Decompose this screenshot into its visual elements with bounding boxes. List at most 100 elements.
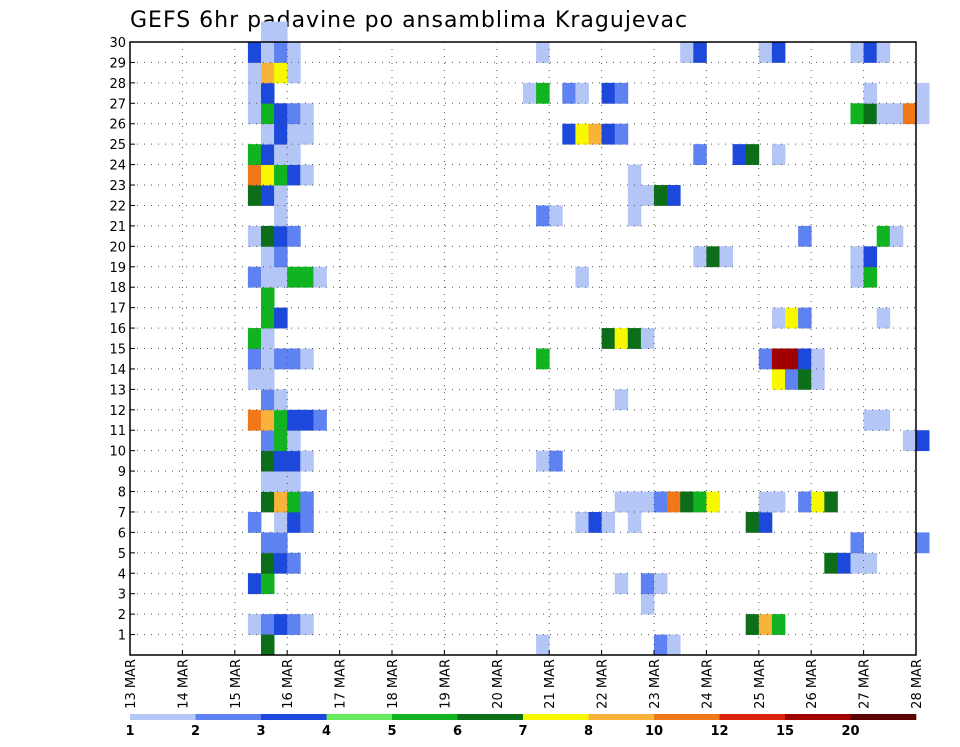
heatmap-cell bbox=[274, 21, 288, 43]
heatmap-cell bbox=[247, 348, 262, 370]
heatmap-cell bbox=[274, 307, 288, 329]
heatmap-cell bbox=[811, 491, 825, 513]
heatmap-cell bbox=[274, 409, 288, 431]
y-tick-label: 18 bbox=[109, 281, 126, 296]
colorbar-segment bbox=[392, 714, 458, 720]
heatmap-cell bbox=[247, 103, 262, 125]
colorbar-segment bbox=[195, 714, 262, 720]
heatmap-cell bbox=[287, 62, 301, 84]
heatmap-cell bbox=[300, 348, 314, 370]
y-tick-label: 13 bbox=[109, 383, 126, 398]
heatmap-cell bbox=[640, 573, 655, 595]
heatmap-cell bbox=[261, 42, 275, 63]
heatmap-cell bbox=[287, 103, 301, 125]
x-tick-label: 22 MAR bbox=[596, 659, 611, 709]
heatmap-cell bbox=[274, 62, 288, 84]
heatmap-cell bbox=[261, 368, 275, 390]
heatmap-cell bbox=[745, 614, 760, 635]
heatmap-cell bbox=[261, 573, 275, 595]
x-tick-label: 25 MAR bbox=[753, 659, 768, 709]
heatmap-cell bbox=[627, 511, 642, 533]
heatmap-cell bbox=[902, 103, 917, 125]
heatmap-cell bbox=[536, 348, 550, 370]
heatmap-cell bbox=[274, 205, 288, 227]
heatmap-cell bbox=[771, 42, 786, 63]
cells-layer bbox=[247, 21, 930, 656]
heatmap-cell bbox=[261, 144, 275, 165]
heatmap-cell bbox=[654, 185, 668, 206]
heatmap-cell bbox=[916, 103, 930, 125]
heatmap-cell bbox=[785, 368, 799, 390]
heatmap-cell bbox=[274, 123, 288, 145]
heatmap-cell bbox=[287, 164, 301, 186]
heatmap-cell bbox=[247, 225, 262, 247]
heatmap-cell bbox=[680, 42, 694, 63]
heatmap-cell bbox=[811, 368, 825, 390]
heatmap-cell bbox=[706, 491, 720, 513]
heatmap-cell bbox=[287, 471, 301, 492]
heatmap-cell bbox=[627, 164, 642, 186]
heatmap-cell bbox=[601, 82, 616, 104]
heatmap-cell bbox=[798, 307, 812, 329]
heatmap-cell bbox=[693, 42, 707, 63]
heatmap-cell bbox=[274, 450, 288, 472]
heatmap-cell bbox=[274, 144, 288, 165]
heatmap-cell bbox=[627, 185, 642, 206]
heatmap-cell bbox=[916, 532, 930, 554]
heatmap-cell bbox=[837, 552, 851, 574]
x-tick-label: 16 MAR bbox=[281, 659, 296, 709]
y-tick-label: 26 bbox=[109, 118, 126, 133]
heatmap-cell bbox=[850, 266, 864, 288]
heatmap-cell bbox=[614, 491, 629, 513]
heatmap-cell bbox=[614, 573, 629, 595]
heatmap-cell bbox=[863, 552, 878, 574]
heatmap-cell bbox=[536, 450, 550, 472]
y-tick-label: 2 bbox=[118, 608, 126, 623]
grid-layer bbox=[130, 42, 916, 655]
heatmap-cell bbox=[745, 511, 760, 533]
heatmap-cell bbox=[824, 552, 838, 574]
heatmap-cell bbox=[261, 348, 275, 370]
heatmap-cell bbox=[287, 42, 301, 63]
heatmap-cell bbox=[889, 103, 904, 125]
heatmap-cell bbox=[261, 430, 275, 452]
heatmap-cell bbox=[261, 103, 275, 125]
heatmap-cell bbox=[732, 144, 747, 165]
x-tick-label: 26 MAR bbox=[805, 659, 820, 709]
colorbar-label: 1 bbox=[125, 724, 134, 739]
heatmap-cell bbox=[824, 491, 838, 513]
x-tick-label: 20 MAR bbox=[491, 659, 506, 709]
heatmap-cell bbox=[654, 491, 668, 513]
heatmap-cell bbox=[876, 103, 891, 125]
heatmap-cell bbox=[274, 491, 288, 513]
heatmap-cell bbox=[549, 450, 563, 472]
heatmap-cell bbox=[274, 103, 288, 125]
heatmap-cell bbox=[274, 185, 288, 206]
y-tick-label: 27 bbox=[109, 97, 126, 112]
heatmap-cell bbox=[313, 266, 327, 288]
colorbar-label: 20 bbox=[841, 724, 859, 739]
y-tick-label: 20 bbox=[109, 240, 126, 255]
heatmap-cell bbox=[300, 409, 314, 431]
heatmap-cell bbox=[771, 614, 786, 635]
heatmap-cell bbox=[667, 491, 681, 513]
colorbar-segment bbox=[130, 714, 196, 720]
colorbar-label: 4 bbox=[322, 724, 331, 739]
y-tick-label: 17 bbox=[109, 302, 126, 317]
x-tick-label: 19 MAR bbox=[438, 659, 453, 709]
heatmap-cell bbox=[771, 307, 786, 329]
heatmap-cell bbox=[876, 225, 891, 247]
y-tick-label: 22 bbox=[109, 199, 126, 214]
x-axis: 13 MAR 14 MAR 15 MAR 16 MAR 17 MAR 18 MAR 19 M… bbox=[124, 650, 925, 709]
heatmap-cell bbox=[614, 389, 629, 411]
heatmap-cell bbox=[287, 225, 301, 247]
x-tick-label: 17 MAR bbox=[334, 659, 349, 709]
heatmap-cell bbox=[627, 328, 642, 349]
y-tick-label: 12 bbox=[109, 404, 126, 419]
heatmap-cell bbox=[247, 144, 262, 165]
heatmap-cell bbox=[562, 123, 576, 145]
heatmap-cell bbox=[287, 123, 301, 145]
heatmap-cell bbox=[261, 225, 275, 247]
heatmap-cell bbox=[536, 634, 550, 656]
